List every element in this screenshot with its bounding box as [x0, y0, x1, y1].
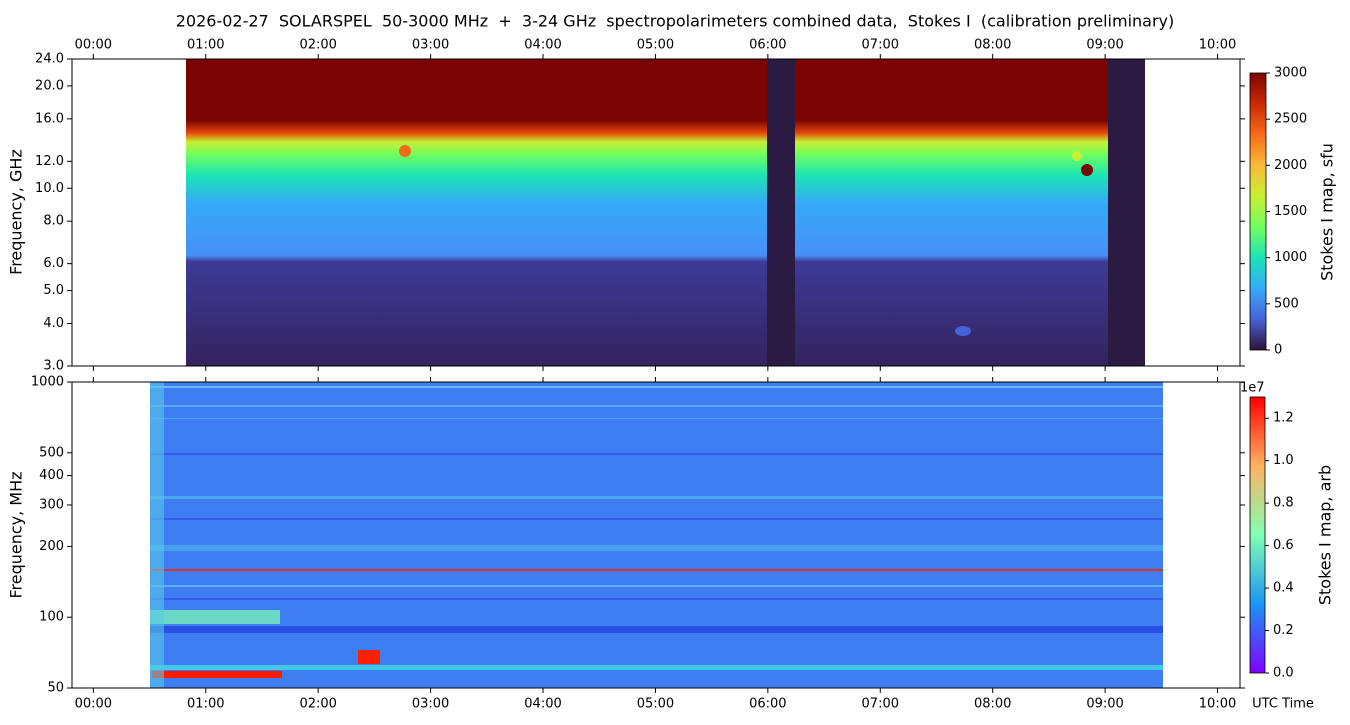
y-tick-label: 10.0 [35, 181, 64, 196]
y-tick-label: 12.0 [35, 154, 64, 169]
colorbar-tick-label: 0.8 [1273, 496, 1294, 511]
x-tick-label: 07:00 [862, 697, 899, 712]
plot-frame [71, 58, 1241, 367]
y-tick-label: 200 [39, 539, 64, 554]
colorbar-tick-label: 500 [1274, 296, 1299, 311]
y-tick-label: 24.0 [35, 52, 64, 67]
colorbar-tick-label: 1.0 [1273, 453, 1294, 468]
x-tick-label: 03:00 [412, 38, 449, 53]
y-tick-label: 5.0 [43, 283, 64, 298]
x-tick-label: 02:00 [299, 38, 336, 53]
colorbar-tick-label: 3000 [1274, 66, 1307, 81]
y-tick-label: 6.0 [43, 256, 64, 271]
colorbar-tick-label: 1000 [1274, 250, 1307, 265]
x-tick-label: 10:00 [1199, 38, 1236, 53]
y-tick-label: 3.0 [43, 359, 64, 374]
y-tick-label: 100 [39, 610, 64, 625]
x-tick-label: 06:00 [749, 38, 786, 53]
x-tick-label: 09:00 [1086, 697, 1123, 712]
y-tick-label: 300 [39, 497, 64, 512]
x-tick-label: 00:00 [75, 697, 112, 712]
colorbar-tick-label: 0.4 [1273, 581, 1294, 596]
heatmap-top [186, 59, 1145, 366]
colorbar-tick-label: 0 [1274, 343, 1282, 358]
colorbar [1249, 396, 1266, 674]
colorbar-tick-label: 2000 [1274, 158, 1307, 173]
colorbar-tick-label: 1.2 [1273, 411, 1294, 426]
colorbar-label: Stokes I map, sfu [1318, 143, 1337, 281]
x-tick-label: 08:00 [974, 38, 1011, 53]
y-axis-label: Frequency, MHz [7, 471, 26, 598]
x-tick-label: 00:00 [75, 38, 112, 53]
colorbar-tick-label: 0.2 [1273, 623, 1294, 638]
y-tick-label: 20.0 [35, 78, 64, 93]
colorbar-tick-label: 0.6 [1273, 538, 1294, 553]
y-tick-label: 16.0 [35, 111, 64, 126]
x-tick-label: 07:00 [862, 38, 899, 53]
x-tick-label: 06:00 [749, 697, 786, 712]
x-tick-label: 02:00 [299, 697, 336, 712]
heatmap-bottom [150, 382, 1163, 688]
colorbar-tick-label: 1500 [1274, 204, 1307, 219]
y-tick-label: 1000 [31, 375, 64, 390]
y-axis-label: Frequency, GHz [7, 149, 26, 275]
y-tick-label: 50 [47, 681, 64, 696]
colorbar-tick-label: 2500 [1274, 112, 1307, 127]
x-tick-label: 03:00 [412, 697, 449, 712]
y-tick-label: 4.0 [43, 316, 64, 331]
y-tick-label: 400 [39, 468, 64, 483]
x-tick-label: 04:00 [524, 38, 561, 53]
colorbar-label: Stokes I map, arb [1316, 465, 1335, 605]
x-tick-label: 04:00 [524, 697, 561, 712]
plot-frame [71, 381, 1241, 689]
x-tick-label: 10:00 [1199, 697, 1236, 712]
x-tick-label: 09:00 [1086, 38, 1123, 53]
chart-title: 2026-02-27 SOLARSPEL 50-3000 MHz + 3-24 … [176, 12, 1175, 31]
x-tick-label: 05:00 [637, 38, 674, 53]
x-tick-label: 08:00 [974, 697, 1011, 712]
colorbar-tick-label: 0.0 [1273, 666, 1294, 681]
y-tick-label: 500 [39, 445, 64, 460]
x-axis-label: UTC Time [1252, 697, 1314, 712]
y-tick-label: 8.0 [43, 214, 64, 229]
x-tick-label: 05:00 [637, 697, 674, 712]
colorbar-offset: 1e7 [1240, 381, 1265, 396]
colorbar [1249, 72, 1267, 351]
x-tick-label: 01:00 [187, 38, 224, 53]
x-tick-label: 01:00 [187, 697, 224, 712]
